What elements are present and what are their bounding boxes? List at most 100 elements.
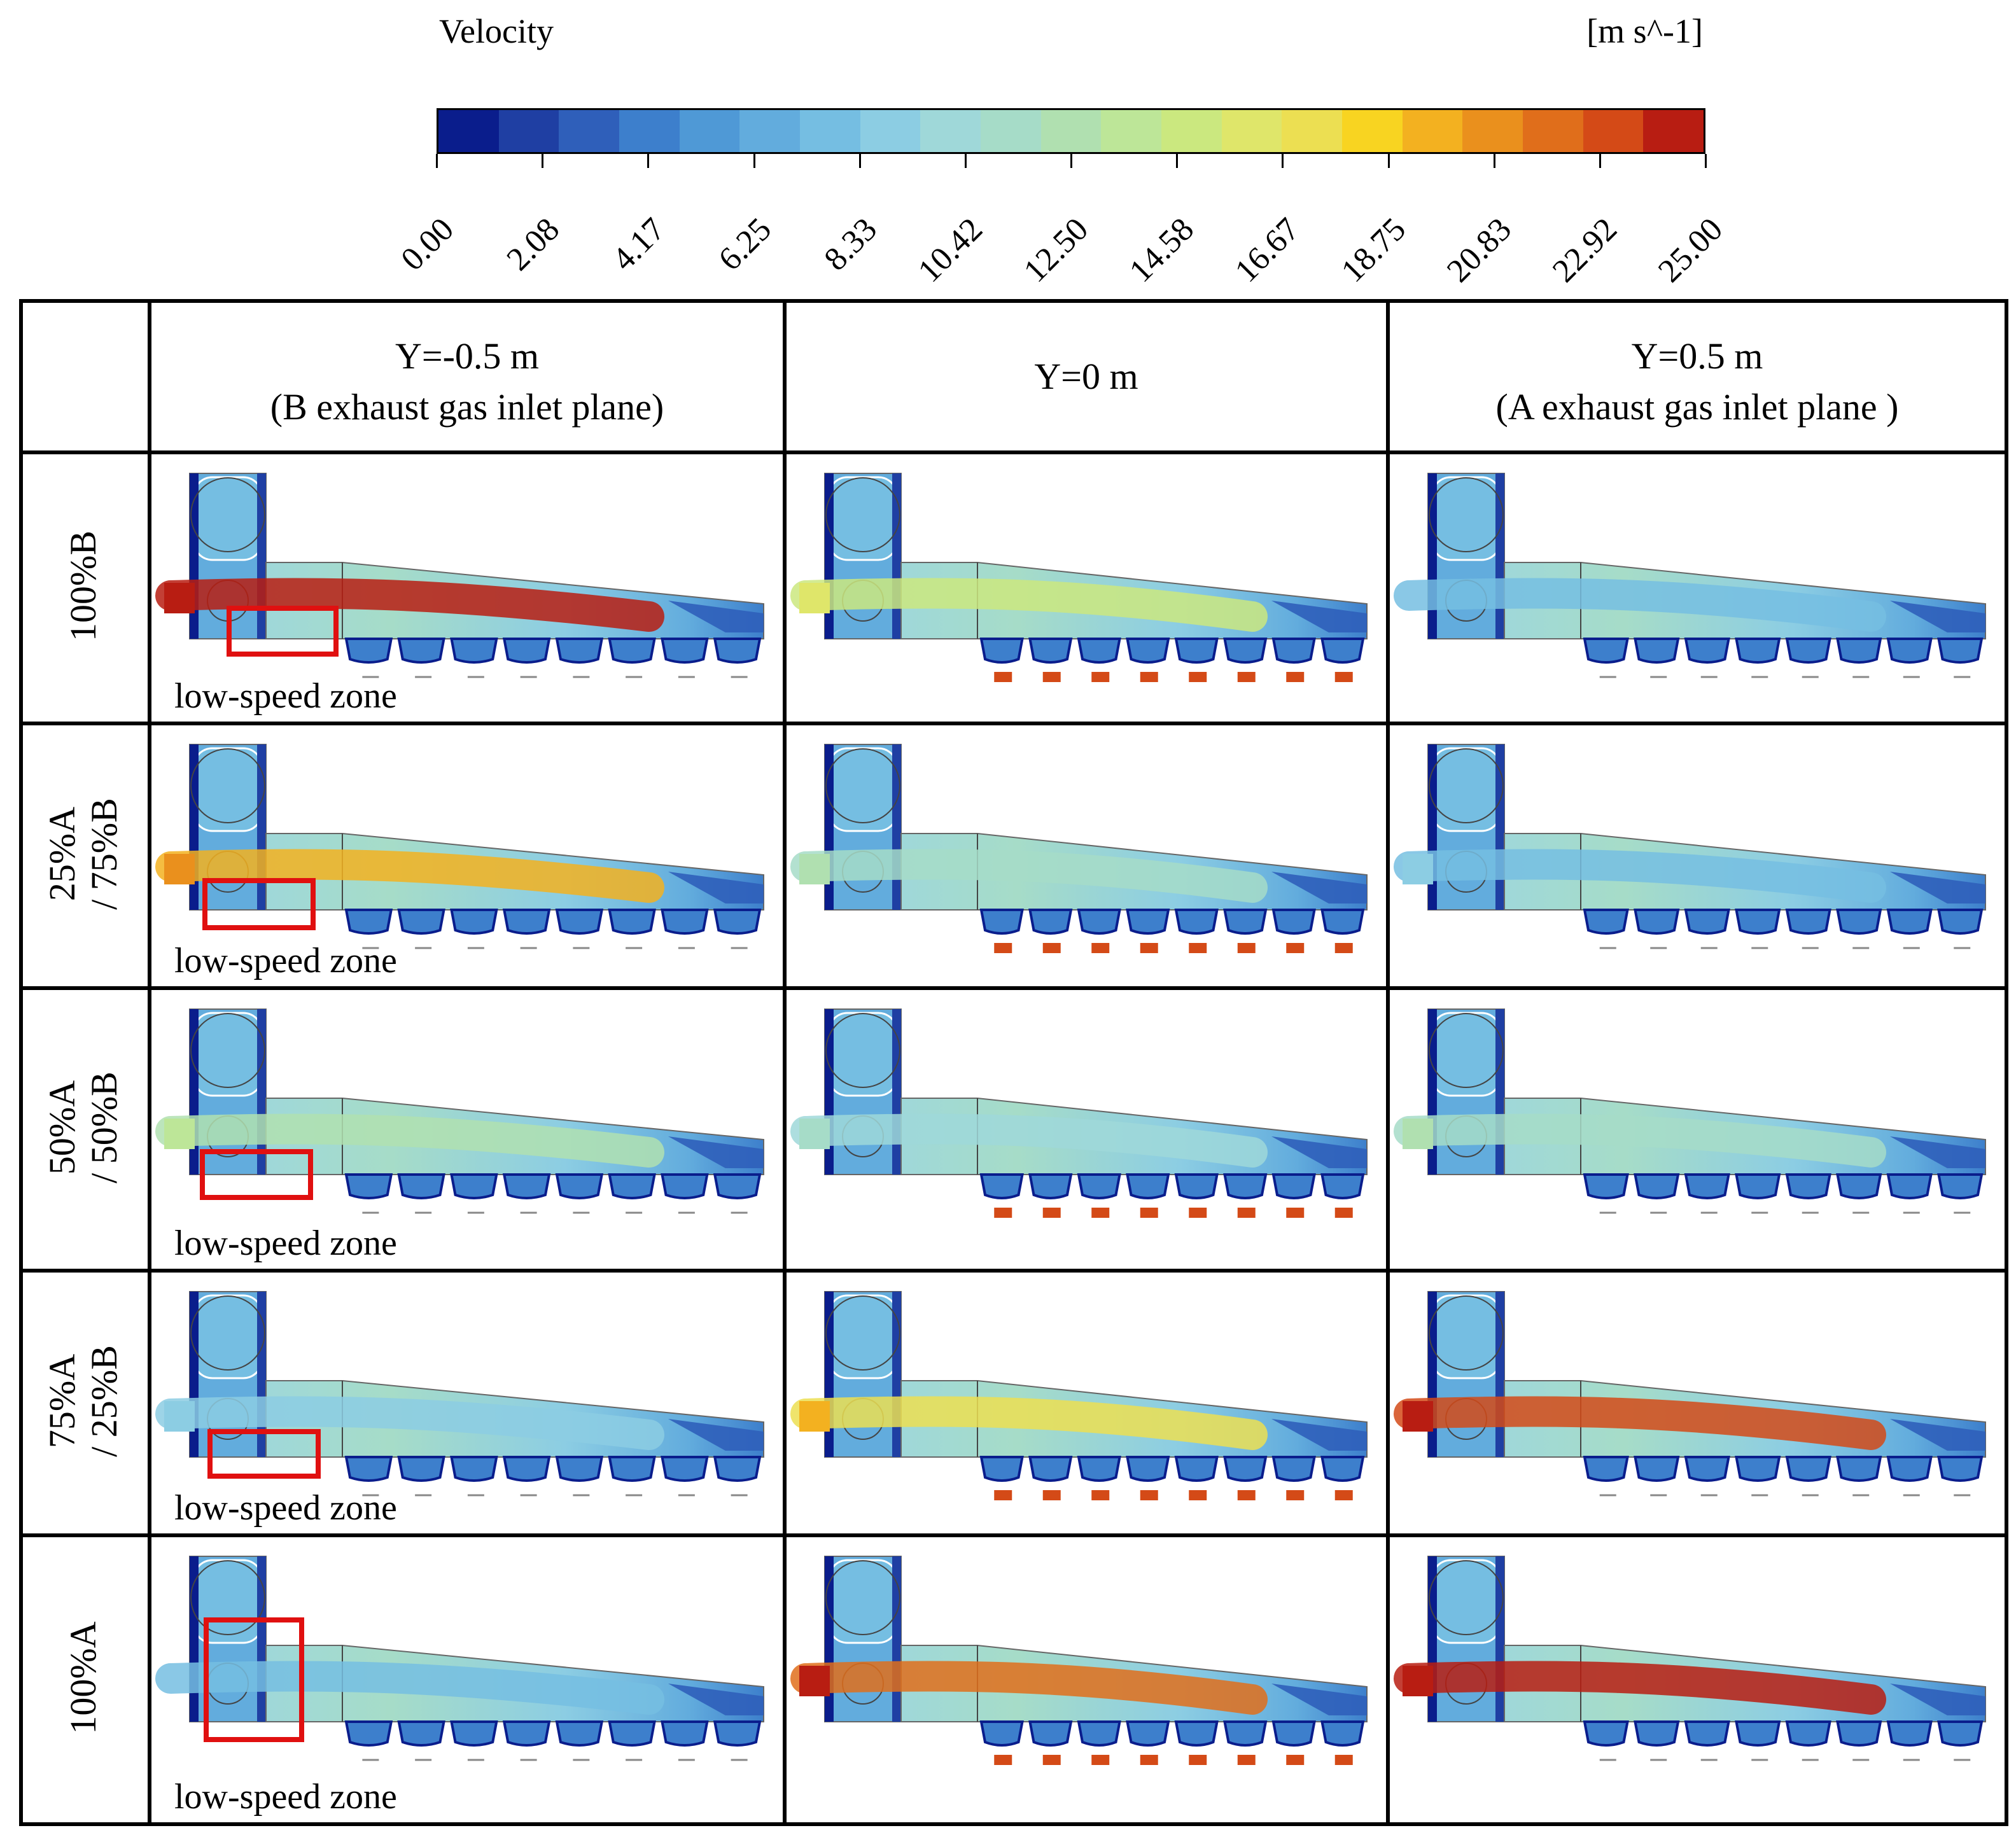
jet-stream bbox=[790, 1396, 1268, 1450]
contour-svg bbox=[1394, 1008, 1986, 1214]
lower-chamber bbox=[979, 909, 1024, 935]
lower-chamber bbox=[1634, 638, 1680, 664]
lower-chamber bbox=[1886, 1173, 1933, 1199]
chamber-outlet bbox=[1140, 1755, 1158, 1765]
chamber-outlet bbox=[994, 943, 1012, 953]
column-header-y-minus-0-5: Y=-0.5 m (B exhaust gas inlet plane) bbox=[151, 331, 783, 433]
contour-plot bbox=[787, 990, 1386, 1269]
column-header-subtitle: (B exhaust gas inlet plane) bbox=[270, 386, 664, 428]
chamber-outlet bbox=[1140, 1208, 1158, 1218]
tower-wall-lowspeed bbox=[257, 744, 266, 910]
colorbar-tick bbox=[647, 154, 650, 168]
colorbar-segment bbox=[1643, 110, 1704, 152]
contour-plot bbox=[787, 454, 1386, 722]
lower-chamber bbox=[1785, 638, 1831, 664]
tower-vortex bbox=[1431, 747, 1502, 832]
colorbar-tick-label: 10.42 bbox=[911, 211, 990, 290]
colorbar-segment bbox=[1040, 110, 1102, 152]
lower-chamber bbox=[555, 909, 604, 935]
colorbar-tick bbox=[542, 154, 544, 168]
duct-outlet-lowspeed bbox=[668, 1136, 764, 1168]
lower-chamber bbox=[1320, 909, 1365, 935]
colorbar-tick-label: 20.83 bbox=[1439, 211, 1518, 290]
contour-plot bbox=[787, 1537, 1386, 1822]
colorbar-segment bbox=[1342, 110, 1403, 152]
colorbar-tick bbox=[1493, 154, 1495, 168]
tower-wall-lowspeed bbox=[190, 1009, 199, 1175]
lower-chamber bbox=[344, 1456, 393, 1482]
low-speed-zone-label: low-speed zone bbox=[174, 1224, 397, 1263]
lower-chamber bbox=[502, 1456, 551, 1482]
lower-chamber bbox=[1836, 1456, 1882, 1482]
row-label-line1: 100%A bbox=[62, 1621, 104, 1734]
tower-vortex bbox=[1431, 1012, 1502, 1097]
lower-chamber bbox=[608, 1720, 656, 1747]
tower-wall-lowspeed bbox=[1495, 1292, 1504, 1457]
lower-chamber bbox=[1583, 909, 1629, 935]
legend-unit: [m s^-1] bbox=[1586, 12, 1703, 50]
jet-stream bbox=[155, 1396, 664, 1450]
lower-chamber bbox=[661, 909, 709, 935]
chamber-outlet bbox=[1140, 672, 1158, 682]
exhaust-inlet bbox=[1403, 1401, 1433, 1432]
tower-wall-lowspeed bbox=[825, 1556, 834, 1722]
colorbar-tick bbox=[1599, 154, 1601, 168]
jet-stream bbox=[1394, 1113, 1886, 1168]
colorbar-tick-label: 0.00 bbox=[394, 211, 461, 278]
lower-chamber bbox=[1583, 1720, 1629, 1747]
contour-plot bbox=[787, 725, 1386, 986]
chamber-outlet bbox=[1091, 943, 1110, 953]
colorbar-tick-label: 14.58 bbox=[1123, 211, 1201, 290]
lower-chamber bbox=[1126, 1720, 1170, 1747]
lower-chamber bbox=[713, 1720, 762, 1747]
chamber-outlet bbox=[1042, 943, 1061, 953]
chamber-outlet bbox=[1334, 943, 1353, 953]
contour-plot bbox=[1390, 1537, 2005, 1822]
tower-wall-lowspeed bbox=[825, 744, 834, 910]
colorbar bbox=[437, 108, 1705, 154]
chamber-outlet bbox=[1286, 1490, 1305, 1500]
lower-chamber bbox=[1077, 1720, 1121, 1747]
lower-chamber bbox=[661, 1173, 709, 1199]
lower-chamber bbox=[502, 1720, 551, 1747]
tower-wall-lowspeed bbox=[190, 744, 199, 910]
colorbar-tick-label: 12.50 bbox=[1017, 211, 1096, 290]
tower-wall-lowspeed bbox=[1428, 744, 1437, 910]
tower-wall-lowspeed bbox=[190, 1556, 199, 1722]
low-speed-zone-label: low-speed zone bbox=[174, 1488, 397, 1528]
lower-chamber bbox=[450, 1456, 498, 1482]
lower-chamber bbox=[1684, 1456, 1730, 1482]
lower-chamber bbox=[1028, 1173, 1073, 1199]
lower-chamber bbox=[344, 638, 393, 664]
lower-chamber bbox=[1271, 1173, 1316, 1199]
lower-chamber bbox=[979, 1456, 1024, 1482]
contour-plot bbox=[1390, 1273, 2005, 1533]
exhaust-inlet bbox=[799, 1119, 830, 1149]
lower-chamber bbox=[502, 1173, 551, 1199]
lower-chamber bbox=[1126, 638, 1170, 664]
duct-outlet-lowspeed bbox=[668, 1684, 764, 1715]
duct-outlet-lowspeed bbox=[668, 1419, 764, 1451]
colorbar-tick bbox=[753, 154, 755, 168]
contour-svg bbox=[790, 1291, 1368, 1500]
lower-chamber bbox=[1886, 638, 1933, 664]
lower-chamber bbox=[1583, 638, 1629, 664]
lower-chamber bbox=[1634, 1173, 1680, 1199]
tower-wall-lowspeed bbox=[1428, 1009, 1437, 1175]
lower-chamber bbox=[450, 1720, 498, 1747]
tower-wall-lowspeed bbox=[1495, 1009, 1504, 1175]
lower-chamber bbox=[1836, 909, 1882, 935]
contour-svg bbox=[1394, 1291, 1986, 1497]
chamber-outlet bbox=[1237, 943, 1256, 953]
low-speed-box bbox=[207, 1429, 321, 1479]
jet-stream bbox=[155, 578, 664, 632]
tower-wall-lowspeed bbox=[1495, 744, 1504, 910]
colorbar-tick bbox=[436, 154, 438, 168]
chamber-outlet bbox=[1091, 1490, 1110, 1500]
tower-vortex bbox=[827, 476, 899, 561]
colorbar-ticks bbox=[436, 154, 1707, 173]
lower-chamber bbox=[1735, 909, 1781, 935]
lower-chamber bbox=[1320, 1173, 1365, 1199]
tower-wall-lowspeed bbox=[892, 1292, 901, 1457]
contour-svg bbox=[155, 1008, 764, 1214]
